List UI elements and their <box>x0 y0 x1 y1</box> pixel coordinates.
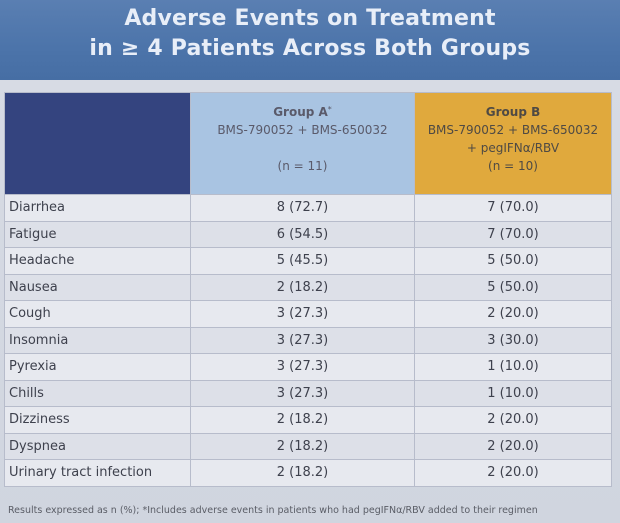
group-b-regimen-2: + pegIFNα/RBV <box>466 141 560 155</box>
event-cell: Cough <box>4 300 191 328</box>
group-b-value: 5 (50.0) <box>414 273 612 301</box>
table-row: Fatigue 6 (54.5) 7 (70.0) <box>4 220 612 248</box>
group-b-value: 1 (10.0) <box>414 353 612 381</box>
table-row: Diarrhea 8 (72.7) 7 (70.0) <box>4 194 612 222</box>
group-a-value: 2 (18.2) <box>190 459 415 487</box>
group-a-value: 2 (18.2) <box>190 406 415 434</box>
group-b-value: 2 (20.0) <box>414 432 612 460</box>
table-row: Dizziness 2 (18.2) 2 (20.0) <box>4 406 612 434</box>
table-header-row: Group A* BMS-790052 + BMS-650032 (n = 11… <box>4 92 612 195</box>
group-a-name: Group A <box>273 105 328 119</box>
event-cell: Fatigue <box>4 220 191 248</box>
group-a-value: 3 (27.3) <box>190 353 415 381</box>
table-row: Pyrexia 3 (27.3) 1 (10.0) <box>4 353 612 381</box>
event-cell: Chills <box>4 379 191 407</box>
event-cell: Dizziness <box>4 406 191 434</box>
table-row: Urinary tract infection 2 (18.2) 2 (20.0) <box>4 459 612 487</box>
group-b-header: Group B BMS-790052 + BMS-650032 + pegIFN… <box>414 92 612 195</box>
table-row: Dyspnea 2 (18.2) 2 (20.0) <box>4 432 612 460</box>
group-a-value: 8 (72.7) <box>190 194 415 222</box>
group-b-value: 1 (10.0) <box>414 379 612 407</box>
group-b-value: 3 (30.0) <box>414 326 612 354</box>
title-line-2: in ≥ 4 Patients Across Both Groups <box>89 36 531 61</box>
group-a-value: 5 (45.5) <box>190 247 415 275</box>
group-a-value: 3 (27.3) <box>190 379 415 407</box>
event-cell: Diarrhea <box>4 194 191 222</box>
event-cell: Urinary tract infection <box>4 459 191 487</box>
group-a-value: 6 (54.5) <box>190 220 415 248</box>
header-blank-cell <box>4 92 191 195</box>
group-a-value: 2 (18.2) <box>190 432 415 460</box>
slide-header: Adverse Events on Treatment in ≥ 4 Patie… <box>0 0 620 80</box>
table-row: Headache 5 (45.5) 5 (50.0) <box>4 247 612 275</box>
table-body: Diarrhea 8 (72.7) 7 (70.0) Fatigue 6 (54.5) 7… <box>4 194 612 487</box>
group-b-value: 5 (50.0) <box>414 247 612 275</box>
event-cell: Pyrexia <box>4 353 191 381</box>
group-b-regimen: BMS-790052 + BMS-650032 <box>427 123 599 137</box>
adverse-events-table: Group A* BMS-790052 + BMS-650032 (n = 11… <box>4 92 612 487</box>
group-a-n: (n = 11) <box>277 159 328 173</box>
group-a-value: 3 (27.3) <box>190 300 415 328</box>
table-row: Nausea 2 (18.2) 5 (50.0) <box>4 273 612 301</box>
table-row: Cough 3 (27.3) 2 (20.0) <box>4 300 612 328</box>
group-a-value: 3 (27.3) <box>190 326 415 354</box>
group-a-header: Group A* BMS-790052 + BMS-650032 (n = 11… <box>190 92 415 195</box>
event-cell: Insomnia <box>4 326 191 354</box>
group-b-value: 7 (70.0) <box>414 220 612 248</box>
slide-body: Group A* BMS-790052 + BMS-650032 (n = 11… <box>0 80 620 523</box>
event-cell: Nausea <box>4 273 191 301</box>
event-cell: Dyspnea <box>4 432 191 460</box>
group-a-value: 2 (18.2) <box>190 273 415 301</box>
group-b-value: 7 (70.0) <box>414 194 612 222</box>
event-cell: Headache <box>4 247 191 275</box>
group-b-n: (n = 10) <box>488 159 538 173</box>
group-b-value: 2 (20.0) <box>414 459 612 487</box>
group-b-value: 2 (20.0) <box>414 406 612 434</box>
table-row: Insomnia 3 (27.3) 3 (30.0) <box>4 326 612 354</box>
table-row: Chills 3 (27.3) 1 (10.0) <box>4 379 612 407</box>
footnote: Results expressed as n (%); *Includes ad… <box>8 505 538 516</box>
group-b-value: 2 (20.0) <box>414 300 612 328</box>
title-line-1: Adverse Events on Treatment <box>124 6 496 31</box>
group-a-regimen: BMS-790052 + BMS-650032 <box>217 123 388 137</box>
group-b-name: Group B <box>485 105 541 119</box>
group-a-marker: * <box>327 105 332 114</box>
